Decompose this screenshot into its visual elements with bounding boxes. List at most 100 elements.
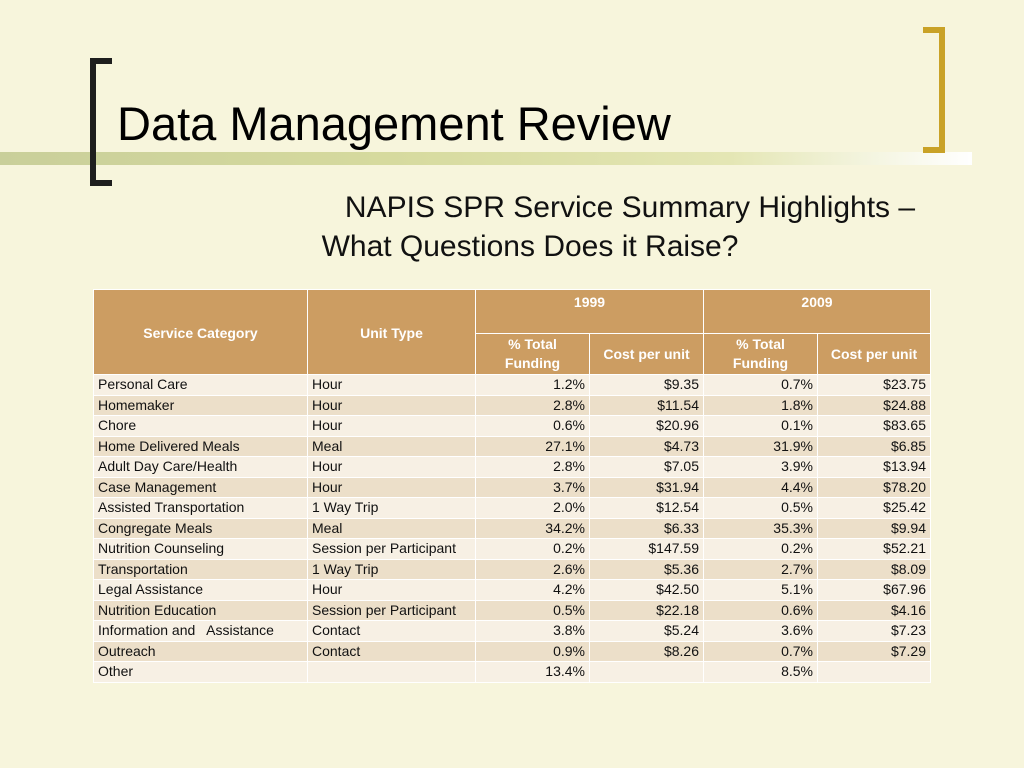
cell-unit-type: Session per Participant <box>307 599 476 621</box>
table-row: Case Management Hour 3.7% $31.94 4.4% $78.20 <box>93 476 931 498</box>
cell-cost-per-unit-1999: $147.59 <box>589 538 704 560</box>
cell-cost-per-unit-1999: $5.24 <box>589 620 704 642</box>
cell-service-category: Other <box>93 661 308 683</box>
table-row: Outreach Contact 0.9% $8.26 0.7% $7.29 <box>93 640 931 662</box>
cell-service-category: Chore <box>93 415 308 437</box>
cell-pct-funding-1999: 0.9% <box>475 640 590 662</box>
cell-cost-per-unit-1999 <box>589 661 704 683</box>
subtitle-line-2: What Questions Does it Raise? <box>321 230 739 263</box>
cell-pct-funding-2009: 35.3% <box>703 517 818 539</box>
cell-service-category: Adult Day Care/Health <box>93 456 308 478</box>
table-row: Information and Assistance Contact 3.8% $5.… <box>93 620 931 642</box>
cell-pct-funding-1999: 0.6% <box>475 415 590 437</box>
cell-service-category: Nutrition Education <box>93 599 308 621</box>
cell-pct-funding-1999: 2.0% <box>475 497 590 519</box>
cell-pct-funding-1999: 2.6% <box>475 558 590 580</box>
cell-cost-per-unit-2009: $7.29 <box>817 640 931 662</box>
decorative-rule <box>0 152 972 165</box>
cell-unit-type <box>307 661 476 683</box>
table-row: Nutrition Education Session per Participa… <box>93 599 931 621</box>
cell-cost-per-unit-1999: $20.96 <box>589 415 704 437</box>
table-row: Home Delivered Meals Meal 27.1% $4.73 31.9% $… <box>93 435 931 457</box>
cell-unit-type: Hour <box>307 374 476 396</box>
cell-pct-funding-2009: 0.5% <box>703 497 818 519</box>
service-summary-table: Service Category Unit Type 1999 2009 % T… <box>93 289 931 683</box>
cell-pct-funding-1999: 2.8% <box>475 456 590 478</box>
cell-pct-funding-1999: 1.2% <box>475 374 590 396</box>
table-row: Adult Day Care/Health Hour 2.8% $7.05 3.9% $1… <box>93 456 931 478</box>
cell-service-category: Nutrition Counseling <box>93 538 308 560</box>
left-bracket-decoration <box>90 58 112 186</box>
slide-subtitle: NAPIS SPR Service Summary Highlights – W… <box>200 188 960 266</box>
cell-pct-funding-1999: 0.5% <box>475 599 590 621</box>
cell-pct-funding-2009: 0.2% <box>703 538 818 560</box>
cell-cost-per-unit-1999: $4.73 <box>589 435 704 457</box>
header-unit-type: Unit Type <box>307 289 476 375</box>
cell-service-category: Legal Assistance <box>93 579 308 601</box>
cell-unit-type: Contact <box>307 620 476 642</box>
cell-cost-per-unit-2009 <box>817 661 931 683</box>
cell-unit-type: Hour <box>307 476 476 498</box>
header-service-category: Service Category <box>93 289 308 375</box>
cell-cost-per-unit-1999: $31.94 <box>589 476 704 498</box>
cell-pct-funding-2009: 0.7% <box>703 640 818 662</box>
cell-cost-per-unit-1999: $9.35 <box>589 374 704 396</box>
cell-cost-per-unit-2009: $25.42 <box>817 497 931 519</box>
cell-cost-per-unit-2009: $7.23 <box>817 620 931 642</box>
cell-cost-per-unit-2009: $52.21 <box>817 538 931 560</box>
cell-cost-per-unit-1999: $42.50 <box>589 579 704 601</box>
cell-pct-funding-1999: 0.2% <box>475 538 590 560</box>
cell-pct-funding-2009: 0.7% <box>703 374 818 396</box>
cell-cost-per-unit-2009: $67.96 <box>817 579 931 601</box>
table-row: Congregate Meals Meal 34.2% $6.33 35.3% $9.94 <box>93 517 931 539</box>
cell-pct-funding-2009: 3.6% <box>703 620 818 642</box>
cell-cost-per-unit-2009: $8.09 <box>817 558 931 580</box>
cell-cost-per-unit-2009: $9.94 <box>817 517 931 539</box>
cell-cost-per-unit-2009: $23.75 <box>817 374 931 396</box>
header-pct-funding-1999: % Total Funding <box>475 333 590 375</box>
cell-service-category: Assisted Transportation <box>93 497 308 519</box>
cell-cost-per-unit-1999: $7.05 <box>589 456 704 478</box>
cell-pct-funding-2009: 1.8% <box>703 394 818 416</box>
cell-cost-per-unit-2009: $78.20 <box>817 476 931 498</box>
cell-pct-funding-2009: 0.6% <box>703 599 818 621</box>
cell-cost-per-unit-2009: $6.85 <box>817 435 931 457</box>
cell-pct-funding-1999: 3.8% <box>475 620 590 642</box>
table-row: Other 13.4% 8.5% <box>93 661 931 683</box>
header-year-1999: 1999 <box>475 289 704 334</box>
cell-cost-per-unit-1999: $11.54 <box>589 394 704 416</box>
header-cost-per-unit-2009: Cost per unit <box>817 333 931 375</box>
right-bracket-decoration <box>923 27 945 153</box>
cell-service-category: Case Management <box>93 476 308 498</box>
table-row: Chore Hour 0.6% $20.96 0.1% $83.65 <box>93 415 931 437</box>
cell-cost-per-unit-1999: $8.26 <box>589 640 704 662</box>
cell-pct-funding-2009: 5.1% <box>703 579 818 601</box>
cell-service-category: Congregate Meals <box>93 517 308 539</box>
cell-pct-funding-2009: 31.9% <box>703 435 818 457</box>
cell-cost-per-unit-2009: $4.16 <box>817 599 931 621</box>
header-pct-funding-2009: % Total Funding <box>703 333 818 375</box>
cell-service-category: Personal Care <box>93 374 308 396</box>
cell-unit-type: 1 Way Trip <box>307 558 476 580</box>
cell-cost-per-unit-2009: $83.65 <box>817 415 931 437</box>
cell-unit-type: Session per Participant <box>307 538 476 560</box>
cell-service-category: Information and Assistance <box>93 620 308 642</box>
cell-unit-type: Meal <box>307 435 476 457</box>
cell-pct-funding-1999: 4.2% <box>475 579 590 601</box>
cell-service-category: Home Delivered Meals <box>93 435 308 457</box>
cell-pct-funding-2009: 8.5% <box>703 661 818 683</box>
cell-cost-per-unit-1999: $12.54 <box>589 497 704 519</box>
table-row: Nutrition Counseling Session per Particip… <box>93 538 931 560</box>
table-row: Personal Care Hour 1.2% $9.35 0.7% $23.75 <box>93 374 931 396</box>
cell-service-category: Homemaker <box>93 394 308 416</box>
cell-pct-funding-1999: 13.4% <box>475 661 590 683</box>
subtitle-line-1: NAPIS SPR Service Summary Highlights – <box>344 191 916 224</box>
table-row: Assisted Transportation 1 Way Trip 2.0% $12… <box>93 497 931 519</box>
header-cost-per-unit-1999: Cost per unit <box>589 333 704 375</box>
cell-unit-type: Meal <box>307 517 476 539</box>
cell-pct-funding-2009: 3.9% <box>703 456 818 478</box>
table-row: Legal Assistance Hour 4.2% $42.50 5.1% $67.96 <box>93 579 931 601</box>
cell-unit-type: Hour <box>307 579 476 601</box>
slide-title: Data Management Review <box>117 97 671 150</box>
